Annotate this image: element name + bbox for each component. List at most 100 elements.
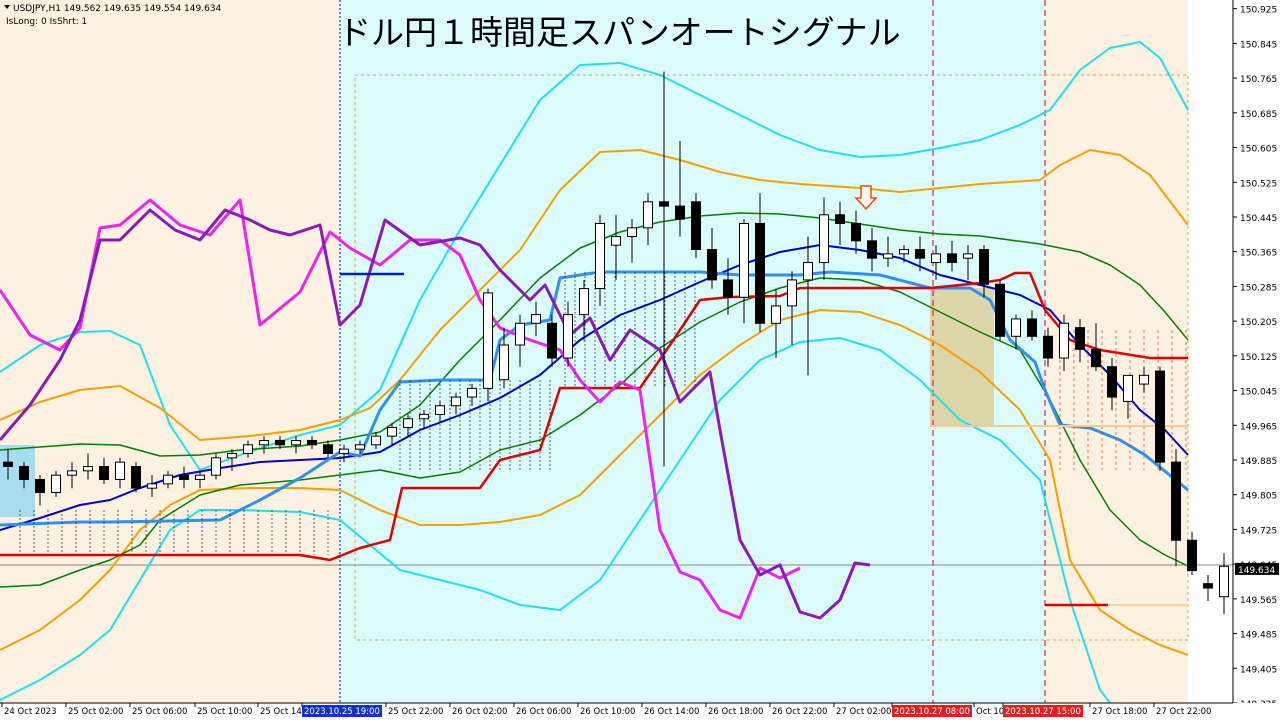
candle-body (452, 397, 461, 406)
candle-body (756, 223, 765, 323)
candle-body (1108, 367, 1117, 397)
candle-body (1124, 375, 1133, 401)
candle-body (276, 440, 285, 444)
candle-body (84, 466, 93, 470)
candle-body (372, 436, 381, 445)
candle-body (804, 263, 813, 280)
candle-body (1012, 319, 1021, 336)
candle-body (468, 388, 477, 397)
candle-body (1172, 462, 1181, 540)
price-tick-label: 149.565 (1240, 596, 1277, 606)
time-tick-label: 26 Oct 02:00 (452, 707, 507, 717)
candle-body (516, 323, 525, 345)
time-tick-label: 2023.10.25 19:00 (304, 707, 380, 717)
candle-body (436, 406, 445, 415)
candle-body (1092, 349, 1101, 366)
time-tick-label: 25 Oct 02:00 (68, 707, 123, 717)
zone-left (0, 0, 340, 703)
current-price-label: 149.634 (1238, 566, 1275, 576)
candle-body (1220, 566, 1229, 596)
price-tick-label: 150.765 (1240, 75, 1277, 85)
symbol-info: USDJPY,H1 149.562 149.635 149.554 149.63… (13, 4, 222, 14)
candle-body (1028, 319, 1037, 336)
price-axis[interactable]: 150.925 150.845 150.765 150.685 150.605 150.5… (1233, 6, 1279, 710)
candle-body (676, 206, 685, 219)
candle-body (644, 202, 653, 228)
time-axis-bg (0, 703, 1280, 721)
price-tick-label: 149.805 (1240, 492, 1277, 502)
candle-body (1156, 371, 1165, 462)
candle-body (532, 315, 541, 324)
candle-body (1204, 584, 1213, 588)
candle-body (132, 466, 141, 488)
candle-body (884, 254, 893, 258)
candle-body (788, 280, 797, 306)
price-tick-label: 150.925 (1240, 6, 1277, 16)
candle-body (388, 427, 397, 436)
candle-body (1188, 540, 1197, 570)
status-info: IsLong: 0 IsShrt: 1 (6, 17, 87, 27)
candle-body (740, 223, 749, 297)
candle-body (980, 250, 989, 285)
candle-body (836, 215, 845, 224)
candle-body (1140, 375, 1149, 384)
time-tick-label: Oct 10 (976, 707, 1004, 717)
time-tick-label: 2023.10.27 15:00 (1005, 707, 1081, 717)
price-tick-label: 150.445 (1240, 214, 1277, 224)
price-tick-label: 149.965 (1240, 422, 1277, 432)
price-tick-label: 150.605 (1240, 145, 1277, 155)
candle-body (196, 475, 205, 479)
candle-body (820, 215, 829, 263)
candle-body (660, 202, 669, 206)
candle-body (420, 414, 429, 418)
candle-body (564, 315, 573, 358)
chart-title: ドル円１時間足スパンオートシグナル (338, 13, 901, 52)
price-tick-label: 150.045 (1240, 388, 1277, 398)
time-tick-label: 26 Oct 06:00 (516, 707, 571, 717)
candle-body (580, 289, 589, 315)
candle-body (292, 440, 301, 444)
candle-body (692, 202, 701, 250)
candle-body (484, 293, 493, 388)
candle-body (164, 475, 173, 484)
price-tick-label: 150.205 (1240, 318, 1277, 328)
candle-body (52, 475, 61, 492)
candle-body (404, 419, 413, 428)
candle-body (612, 237, 621, 246)
candle-body (772, 306, 781, 323)
candle-body (964, 254, 973, 258)
time-tick-label: 26 Oct 18:00 (708, 707, 763, 717)
candle-body (948, 254, 957, 263)
price-tick-label: 149.885 (1240, 457, 1277, 467)
candle-body (852, 223, 861, 240)
candle-body (1044, 336, 1053, 358)
candle-body (708, 250, 717, 280)
time-tick-label: 27 Oct 02:00 (836, 707, 891, 717)
candle-body (724, 280, 733, 297)
price-tick-label: 150.845 (1240, 40, 1277, 50)
time-tick-label: 25 Oct 10:00 (197, 707, 252, 717)
candle-body (1060, 323, 1069, 358)
zone-future (1188, 0, 1233, 703)
candle-body (180, 475, 189, 479)
candle-body (260, 440, 269, 444)
candle-body (868, 241, 877, 258)
time-tick-label: 26 Oct 14:00 (644, 707, 699, 717)
candle-body (4, 462, 13, 466)
price-tick-label: 150.685 (1240, 110, 1277, 120)
candle-body (148, 484, 157, 488)
candle-body (932, 254, 941, 263)
candle-body (1076, 328, 1085, 350)
time-tick-label: 25 Oct 22:00 (388, 707, 443, 717)
candle-body (900, 250, 909, 254)
candle-body (68, 471, 77, 475)
time-tick-label: 26 Oct 22:00 (772, 707, 827, 717)
candle-body (20, 466, 29, 479)
candle-body (596, 223, 605, 288)
price-tick-label: 150.285 (1240, 283, 1277, 293)
time-tick-label: 27 Oct 18:00 (1092, 707, 1147, 717)
price-tick-label: 150.525 (1240, 179, 1277, 189)
time-tick-label: 26 Oct 10:00 (580, 707, 635, 717)
